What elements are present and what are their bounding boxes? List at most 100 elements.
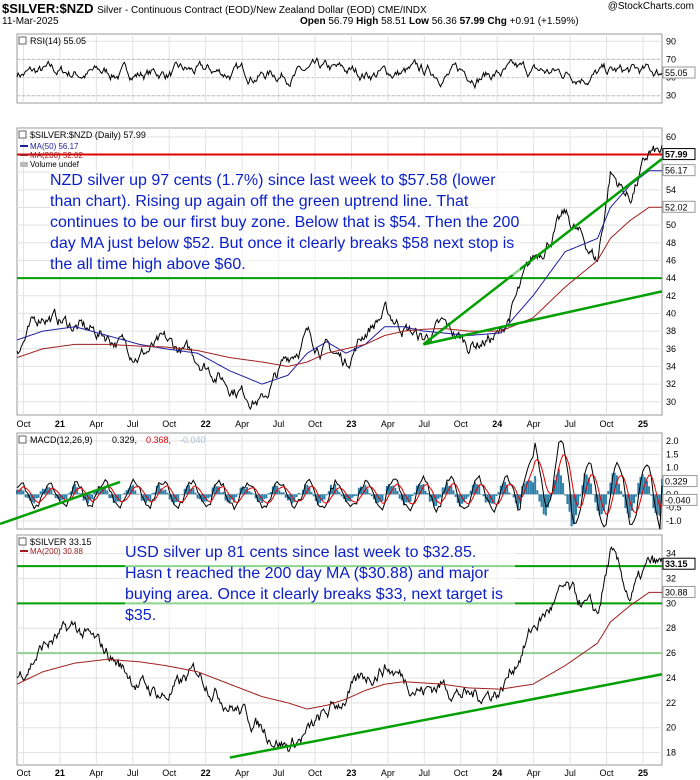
nzd-panel-x-tick: 21 [55,419,65,429]
nzd-panel-y-tick: 40 [666,308,676,318]
macd-histogram-bar [450,485,453,495]
macd-histogram-bar [351,494,354,498]
rsi-value-tag [662,66,696,79]
macd-histogram-bar [501,483,504,495]
macd-histogram-bar [536,490,539,495]
macd-histogram-bar [39,491,42,495]
macd-histogram-bar [295,494,298,497]
macd-histogram-bar [342,494,345,499]
macd-histogram-bar [164,489,167,495]
macd-histogram-bar [615,475,618,495]
macd-histogram-bar [114,494,117,502]
macd-histogram-bar [355,494,358,496]
usd-panel-x-tick: 25 [638,768,648,778]
open-label: Open [300,16,326,27]
macd-histogram-bar [252,493,255,495]
macd-histogram-bar [147,494,150,502]
macd-histogram-bar [190,488,193,495]
usd-panel-x-tick: Apr [381,768,395,778]
macd-value-label: 0.329 [665,477,688,487]
macd-histogram-bar [18,489,21,495]
macd-histogram-bar [86,494,89,504]
low-value: 56.36 [431,16,457,27]
macd-value-label: -0.040 [665,495,691,505]
macd-histogram-bar [41,488,44,495]
nzd-panel-x-tick: Jul [273,419,285,429]
macd-histogram-bar [82,494,85,501]
macd-histogram-bar [420,484,423,495]
macd-histogram-bar [626,494,629,514]
macd-histogram-bar [140,494,143,501]
nzd-panel-y-tick: 48 [666,238,676,248]
macd-histogram-bar [547,494,550,508]
macd-histogram-bar [274,484,276,495]
usd-panel-y-tick: 28 [666,623,676,633]
macd-histogram-bar [172,494,175,504]
macd-histogram-bar [542,494,545,515]
macd-histogram-bar [243,488,246,495]
nzd-panel-y-tick: 36 [666,344,676,354]
macd-histogram-bar [641,474,644,495]
nzd-panel-value-label: 52.02 [665,202,688,212]
macd-histogram-bar [129,485,132,495]
chg-value: +0.91 (+1.59%) [509,16,579,27]
macd-histogram-bar [65,494,68,500]
macd-histogram-bar [334,483,337,495]
macd-histogram-bar [482,494,485,497]
macd-histogram-bar [564,494,567,496]
macd-histogram-bar [633,494,636,504]
macd-histogram-bar [231,494,233,500]
macd-histogram-bar [344,494,347,502]
nzd-panel-value-tag [662,148,696,161]
nzd-panel-x-tick: 25 [638,419,648,429]
macd-histogram-bar [269,491,272,495]
usd-panel-x-tick: Jul [419,768,431,778]
chart-date: 11-Mar-2025 [2,16,59,27]
macd-histogram-bar [587,477,590,495]
rsi-panel-y-tick: 90 [666,36,676,46]
macd-histogram-bar [592,494,595,495]
macd-histogram-bar [381,494,384,502]
macd-histogram-bar [452,490,455,495]
macd-histogram-bar [465,494,468,499]
macd-histogram-bar [540,494,543,507]
nzd-panel-value-label: 57.99 [665,150,688,160]
macd-histogram-bar [308,486,311,495]
rsi-panel-y-tick: 30 [666,91,676,101]
macd-histogram-bar [198,494,201,500]
macd-histogram-bar [357,487,360,495]
macd-histogram-bar [349,494,352,502]
ohlc-readout: Open 56.79 High 58.51 Low 56.36 57.99 Ch… [300,16,579,27]
usd-panel-x-tick: Oct [162,768,177,778]
macd-histogram-bar [235,494,238,498]
macd-histogram-bar [213,484,216,495]
macd-value-tag [662,493,698,506]
macd-histogram-bar [613,472,616,495]
macd-histogram-bar [142,494,145,501]
macd-histogram-bar [166,492,169,495]
macd-histogram-bar [183,488,186,495]
macd-histogram-bar [293,494,296,503]
usd-panel-y-tick: 34 [666,549,676,559]
macd-histogram-bar [650,494,653,496]
macd-legend-macd-value: 0.329, [112,435,137,445]
usd-panel-x-tick: Oct [308,768,323,778]
macd-histogram-bar [181,494,184,496]
macd-histogram-bar [394,488,397,495]
nzd-legend-symbol: $SILVER:$NZD (Daily) 57.99 [30,130,146,140]
macd-histogram-bar [209,494,212,497]
macd-histogram-bar [525,481,528,495]
nzd-panel-y-tick: 60 [666,132,676,142]
usd-panel-y-tick: 32 [666,574,676,584]
macd-histogram-bar [437,494,440,499]
usd-panel-x-tick: Jul [273,768,285,778]
nzd-panel-x-tick: Oct [600,419,615,429]
nzd-panel-x-tick: Apr [235,419,249,429]
macd-histogram-bar [469,490,472,495]
macd-histogram-bar [426,493,429,495]
macd-histogram-bar [226,494,229,503]
nzd-panel-x-tick: 23 [346,419,356,429]
macd-histogram-bar [594,494,597,503]
macd-histogram-bar [153,492,156,495]
nzd-panel-value-tag [662,200,696,213]
